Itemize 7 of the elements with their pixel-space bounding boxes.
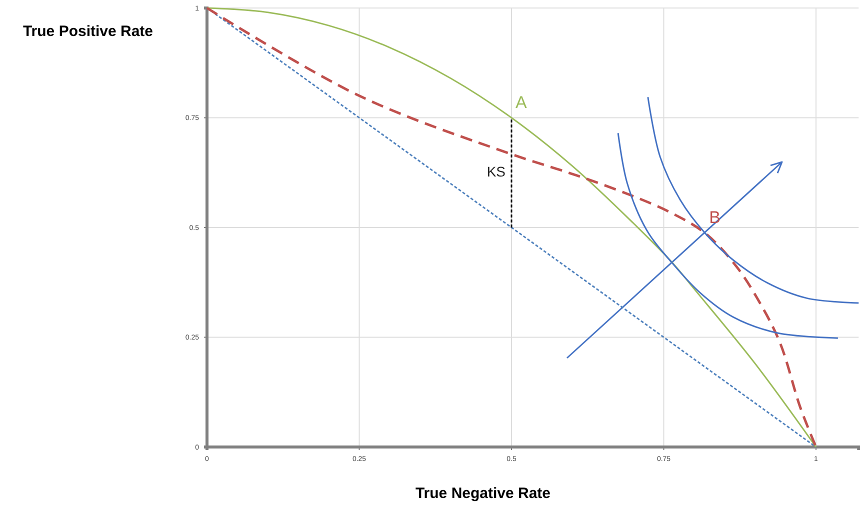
annotation: KS	[486, 163, 506, 180]
series-label: A	[516, 92, 528, 112]
series-label: B	[709, 208, 721, 228]
y-axis-title: True Positive Rate	[22, 23, 154, 40]
x-axis-title: True Negative Rate	[415, 485, 551, 502]
line-series	[647, 96, 860, 304]
line-series	[617, 132, 839, 339]
